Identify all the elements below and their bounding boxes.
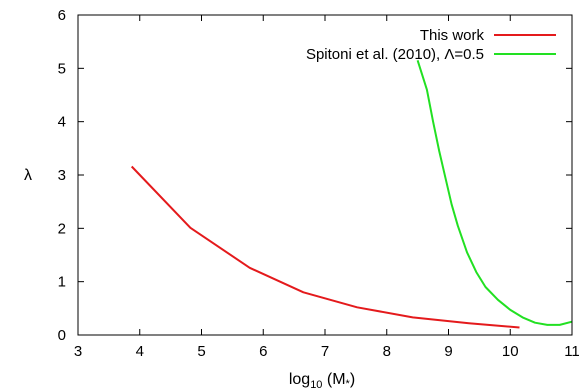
series-line-1 <box>130 165 520 329</box>
ticks-layer: 3 4 5 6 7 8 9 10 11 0 1 2 3 4 5 6 <box>58 7 580 360</box>
y-tick-label: 3 <box>58 167 66 184</box>
x-tick-label: 8 <box>383 343 391 360</box>
x-axis-label-log: log <box>289 371 310 388</box>
y-tick-label: 5 <box>58 60 66 77</box>
y-tick-label: 0 <box>58 327 66 344</box>
x-tick-label: 10 <box>502 343 519 360</box>
x-axis-label-arg: (M <box>322 371 345 388</box>
y-axis-label: λ <box>24 167 32 184</box>
x-tick-label: 5 <box>197 343 205 360</box>
x-axis-label-subscript: 10 <box>310 379 322 391</box>
x-tick-label: 6 <box>259 343 267 360</box>
x-axis-label-star: * <box>346 378 351 390</box>
series-line-2 <box>416 59 573 326</box>
legend: This work Spitoni et al. (2010), Λ=0.5 <box>306 27 556 63</box>
x-tick-label: 3 <box>74 343 82 360</box>
series-layer <box>130 59 573 329</box>
legend-label-series-1: This work <box>420 27 485 44</box>
plot-frame <box>77 14 573 336</box>
x-tick-label: 11 <box>564 343 580 360</box>
y-tick-label: 4 <box>58 114 66 131</box>
x-axis-label-close: ) <box>350 371 355 388</box>
x-tick-label: 9 <box>444 343 452 360</box>
x-axis-label: log10 (M*) <box>289 371 355 391</box>
y-tick-label: 1 <box>58 274 66 291</box>
y-tick-label: 6 <box>58 7 66 24</box>
x-tick-label: 4 <box>136 343 144 360</box>
x-tick-label: 7 <box>321 343 329 360</box>
y-tick-label: 2 <box>58 220 66 237</box>
legend-label-series-2: Spitoni et al. (2010), Λ=0.5 <box>306 46 484 63</box>
